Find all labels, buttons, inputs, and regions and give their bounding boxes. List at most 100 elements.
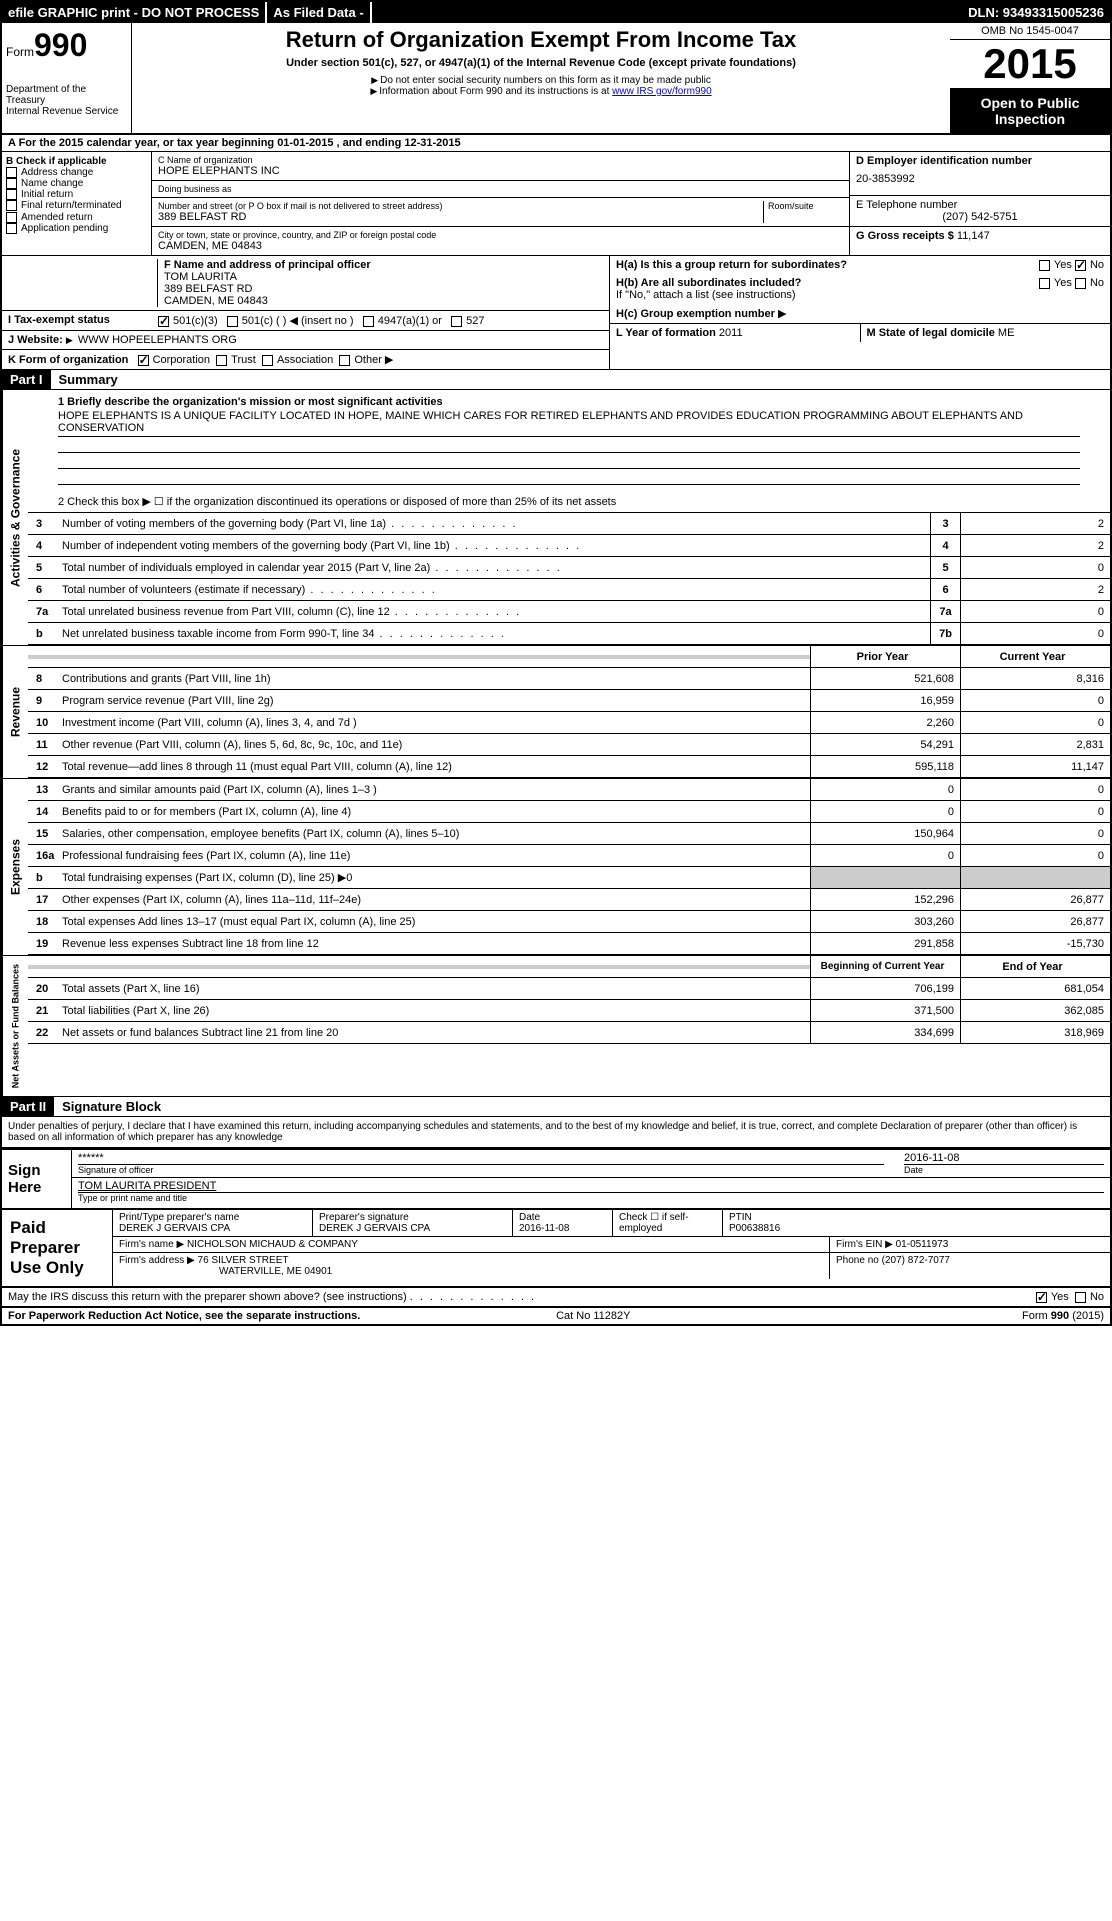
- form-number: Form990: [6, 27, 127, 64]
- line-9: 9 Program service revenue (Part VIII, li…: [28, 690, 1110, 712]
- sign-here-block: Sign Here ****** Signature of officer 20…: [2, 1148, 1110, 1208]
- prep-sig-label: Preparer's signature: [319, 1212, 506, 1223]
- line-15: 15 Salaries, other compensation, employe…: [28, 823, 1110, 845]
- ha-label: H(a) Is this a group return for subordin…: [616, 259, 847, 271]
- line-16a: 16a Professional fundraising fees (Part …: [28, 845, 1110, 867]
- chk-other[interactable]: [339, 355, 350, 366]
- h-a: H(a) Is this a group return for subordin…: [610, 256, 1110, 274]
- i-label: I Tax-exempt status: [8, 314, 110, 326]
- topbar-spacer: [370, 2, 962, 23]
- chk-pending[interactable]: Application pending: [6, 223, 147, 234]
- hb-yes[interactable]: [1039, 278, 1050, 289]
- org-name-label: C Name of organization: [158, 155, 843, 165]
- dba-label: Doing business as: [158, 184, 843, 194]
- line-b: b Total fundraising expenses (Part IX, c…: [28, 867, 1110, 889]
- perjury-text: Under penalties of perjury, I declare th…: [2, 1117, 1110, 1148]
- omb-number: OMB No 1545-0047: [950, 23, 1110, 40]
- line-18: 18 Total expenses Add lines 13–17 (must …: [28, 911, 1110, 933]
- mission-text: HOPE ELEPHANTS IS A UNIQUE FACILITY LOCA…: [58, 408, 1080, 437]
- firm-ein-label: Firm's EIN ▶: [836, 1239, 893, 1250]
- ha-no[interactable]: [1075, 260, 1086, 271]
- mission-blank2: [58, 453, 1080, 469]
- hc-label: H(c) Group exemption number: [616, 308, 775, 320]
- ptin-value: P00638816: [729, 1223, 1104, 1234]
- netassets-block: Net Assets or Fund Balances Beginning of…: [2, 956, 1110, 1097]
- ha-yes[interactable]: [1039, 260, 1050, 271]
- chk-501c3[interactable]: [158, 316, 169, 327]
- discuss-yes[interactable]: [1036, 1292, 1047, 1303]
- firm-city: WATERVILLE, ME 04901: [119, 1266, 823, 1277]
- m-label: M State of legal domicile: [867, 327, 995, 339]
- prior-year-hdr: Prior Year: [810, 646, 960, 667]
- part1-badge: Part I: [2, 370, 51, 389]
- line-b: b Net unrelated business taxable income …: [28, 623, 1110, 645]
- footer-mid: Cat No 11282Y: [556, 1310, 630, 1322]
- firm-name-label: Firm's name ▶: [119, 1239, 184, 1250]
- discuss-no[interactable]: [1075, 1292, 1086, 1303]
- line-5: 5 Total number of individuals employed i…: [28, 557, 1110, 579]
- sign-here-label: Sign Here: [2, 1150, 72, 1208]
- sig-officer-label: Signature of officer: [78, 1164, 884, 1175]
- mission-blank1: [58, 437, 1080, 453]
- line-14: 14 Benefits paid to or for members (Part…: [28, 801, 1110, 823]
- chk-name[interactable]: Name change: [6, 178, 147, 189]
- ptin-label: PTIN: [729, 1212, 1104, 1223]
- paid-preparer-label: Paid Preparer Use Only: [2, 1210, 112, 1286]
- header-left: Form990 Department of the Treasury Inter…: [2, 23, 132, 133]
- form-label: Form: [6, 45, 34, 59]
- chk-address[interactable]: Address change: [6, 167, 147, 178]
- chk-assoc[interactable]: [262, 355, 273, 366]
- officer-name-label: Type or print name and title: [78, 1192, 1104, 1203]
- q2-text: 2 Check this box ▶ ☐ if the organization…: [28, 493, 1110, 510]
- section-f-h: F Name and address of principal officer …: [2, 256, 1110, 370]
- part2-title: Signature Block: [54, 1097, 169, 1116]
- officer-addr1: 389 BELFAST RD: [164, 283, 603, 295]
- hb-label: H(b) Are all subordinates included?: [616, 277, 801, 289]
- efile-notice: efile GRAPHIC print - DO NOT PROCESS: [2, 2, 265, 23]
- form-title: Return of Organization Exempt From Incom…: [142, 27, 940, 53]
- line-8: 8 Contributions and grants (Part VIII, l…: [28, 668, 1110, 690]
- chk-trust[interactable]: [216, 355, 227, 366]
- line-4: 4 Number of independent voting members o…: [28, 535, 1110, 557]
- revenue-block: Revenue Prior Year Current Year 8 Contri…: [2, 646, 1110, 779]
- q1-label: 1 Briefly describe the organization's mi…: [58, 396, 1080, 408]
- left-fijk: F Name and address of principal officer …: [2, 256, 610, 369]
- line-17: 17 Other expenses (Part IX, column (A), …: [28, 889, 1110, 911]
- gross-value: 11,147: [957, 230, 990, 242]
- net-header: Beginning of Current Year End of Year: [28, 956, 1110, 978]
- l-label: L Year of formation: [616, 327, 716, 339]
- eoy-hdr: End of Year: [960, 956, 1110, 977]
- chk-amended[interactable]: Amended return: [6, 212, 147, 223]
- line-11: 11 Other revenue (Part VIII, column (A),…: [28, 734, 1110, 756]
- chk-4947[interactable]: [363, 316, 374, 327]
- chk-corp[interactable]: [138, 355, 149, 366]
- l-value: 2011: [719, 327, 743, 339]
- chk-final[interactable]: Final return/terminated: [6, 200, 147, 211]
- expenses-block: Expenses 13 Grants and similar amounts p…: [2, 779, 1110, 956]
- chk-527[interactable]: [451, 316, 462, 327]
- firm-ein: 01-0511973: [896, 1239, 949, 1250]
- form-header: Form990 Department of the Treasury Inter…: [2, 23, 1110, 135]
- tax-year: 2015: [950, 40, 1110, 89]
- chk-initial[interactable]: Initial return: [6, 189, 147, 200]
- firm-phone-label: Phone no: [836, 1255, 879, 1266]
- footer-left: For Paperwork Reduction Act Notice, see …: [8, 1310, 360, 1322]
- line-20: 20 Total assets (Part X, line 16) 706,19…: [28, 978, 1110, 1000]
- line-21: 21 Total liabilities (Part X, line 26) 3…: [28, 1000, 1110, 1022]
- irs-link[interactable]: www IRS gov/form990: [612, 86, 711, 97]
- hb-no[interactable]: [1075, 278, 1086, 289]
- prep-row2: Firm's name ▶ NICHOLSON MICHAUD & COMPAN…: [113, 1237, 1110, 1253]
- sig-date: 2016-11-08: [904, 1152, 1104, 1164]
- form-container: efile GRAPHIC print - DO NOT PROCESS As …: [0, 0, 1112, 1326]
- right-h-lm: H(a) Is this a group return for subordin…: [610, 256, 1110, 369]
- officer-addr2: CAMDEN, ME 04843: [164, 295, 603, 307]
- prep-row1: Print/Type preparer's nameDEREK J GERVAI…: [113, 1210, 1110, 1237]
- line-3: 3 Number of voting members of the govern…: [28, 513, 1110, 535]
- prep-name-label: Print/Type preparer's name: [119, 1212, 306, 1223]
- firm-phone: (207) 872-7077: [882, 1255, 950, 1266]
- website-value: WWW HOPEELEPHANTS ORG: [78, 334, 237, 346]
- chk-501c[interactable]: [227, 316, 238, 327]
- prep-date-label: Date: [519, 1212, 606, 1223]
- phone-field: E Telephone number (207) 542-5751: [850, 196, 1110, 227]
- gross-field: G Gross receipts $ 11,147: [850, 227, 1110, 245]
